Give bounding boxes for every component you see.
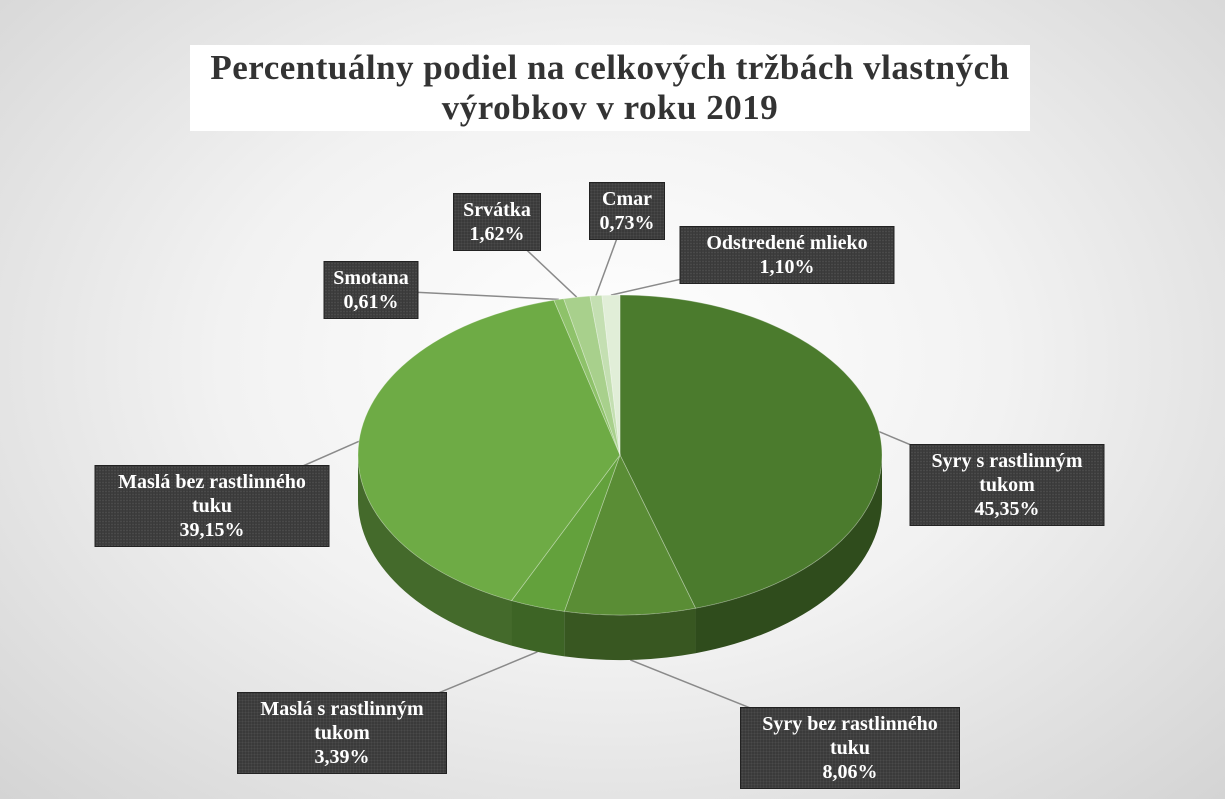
label-category: Syry s rastlinným tukom bbox=[931, 450, 1083, 496]
data-label: Cmar 0,73% bbox=[589, 182, 665, 240]
label-value: 0,61% bbox=[343, 291, 399, 313]
slice-sides bbox=[358, 455, 882, 660]
slice bbox=[563, 295, 621, 456]
slice bbox=[553, 298, 621, 456]
label-value: 1,10% bbox=[759, 256, 815, 278]
data-label: Odstredené mlieko 1,10% bbox=[679, 226, 895, 284]
label-category: Smotana bbox=[333, 267, 409, 289]
label-value: 8,06% bbox=[822, 761, 878, 783]
slice-side bbox=[358, 455, 512, 646]
label-value: 1,62% bbox=[469, 223, 525, 245]
label-value: 3,39% bbox=[314, 746, 370, 768]
chart-title: Percentuálny podiel na celkových tržbách… bbox=[190, 45, 1030, 131]
label-value: 39,15% bbox=[179, 519, 245, 541]
slice-side bbox=[564, 608, 696, 660]
slice bbox=[510, 454, 621, 612]
label-category: Odstredené mlieko bbox=[706, 232, 868, 254]
slice bbox=[601, 294, 621, 456]
data-label: Syry bez rastlinného tuku 8,06% bbox=[740, 707, 960, 789]
slice bbox=[589, 294, 621, 456]
label-category: Srvátka bbox=[463, 199, 531, 221]
slice bbox=[357, 299, 621, 602]
data-label: Smotana 0,61% bbox=[323, 261, 419, 319]
slice bbox=[563, 453, 697, 616]
label-value: 45,35% bbox=[974, 498, 1040, 520]
slice-tops bbox=[357, 294, 883, 616]
label-category: Maslá bez rastlinného tuku bbox=[118, 471, 306, 517]
label-category: Maslá s rastlinným tukom bbox=[260, 698, 424, 744]
label-value: 0,73% bbox=[599, 212, 655, 234]
slice bbox=[619, 294, 883, 609]
label-category: Cmar bbox=[602, 188, 652, 210]
data-label: Maslá s rastlinným tukom 3,39% bbox=[237, 692, 447, 774]
data-label: Syry s rastlinným tukom 45,35% bbox=[909, 444, 1105, 526]
data-label: Srvátka 1,62% bbox=[453, 193, 541, 251]
data-label: Maslá bez rastlinného tuku 39,15% bbox=[94, 465, 330, 547]
slice-side bbox=[511, 600, 565, 657]
slice-side bbox=[695, 455, 882, 654]
label-category: Syry bez rastlinného tuku bbox=[762, 713, 938, 759]
